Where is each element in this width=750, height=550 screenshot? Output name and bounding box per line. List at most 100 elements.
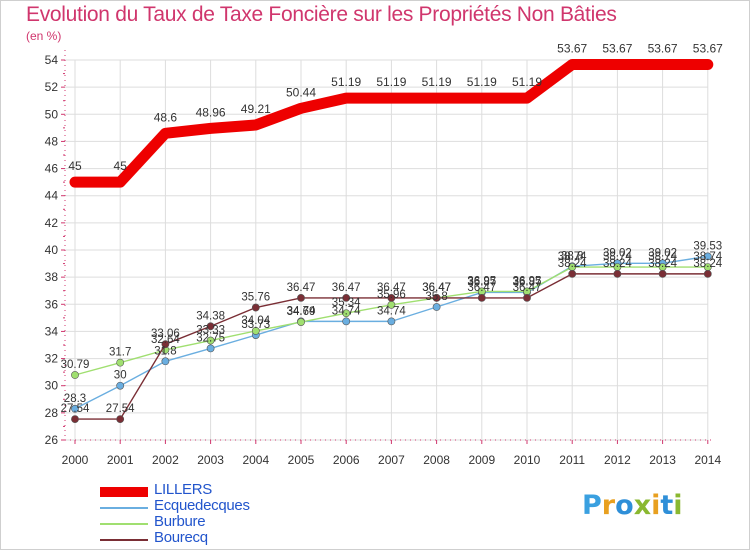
data-point [342,294,351,302]
chart-title: Evolution du Taux de Taxe Foncière sur l… [26,3,617,26]
data-label: 28.3 [64,393,86,405]
x-tick-label: 2009 [468,453,495,467]
x-tick-label: 2000 [62,453,89,467]
legend-label: Ecquedecques [154,497,250,514]
data-point [116,381,125,390]
data-label: 36.47 [467,282,496,294]
data-point [477,294,486,302]
y-tick-label: 36 [45,297,59,311]
data-label: 36.47 [332,282,361,294]
x-tick-label: 2010 [514,453,541,467]
data-label: 34.74 [332,305,361,317]
data-point [116,415,125,423]
x-tick-label: 2008 [423,453,450,467]
data-label: 36.47 [377,282,406,294]
x-tick-label: 2013 [649,453,676,467]
x-axis-ticks: 2000 2001 2002 2003 2004 2005 2006 2007 2008 2009… [62,453,722,467]
data-label: 51.19 [422,75,452,89]
data-label: 38.74 [693,251,722,263]
y-tick-label: 34 [45,324,59,338]
data-label: 36.95 [467,275,496,287]
data-label: 39.02 [603,247,632,259]
data-point [206,322,215,331]
data-label: 31.7 [109,347,131,359]
data-label: 45 [68,159,82,173]
legend-swatch [100,523,148,525]
data-point [387,317,396,326]
data-point [161,340,170,349]
data-point [658,269,667,278]
data-label: 38.74 [558,251,587,263]
data-label: 49.21 [241,102,271,116]
data-label: 33.06 [151,328,180,340]
y-tick-label: 38 [45,270,59,284]
chart-unit-label: (en %) [26,29,62,43]
data-point [342,309,351,318]
data-point [161,357,170,366]
legend-label: Bourecq [154,529,208,546]
data-label: 51.19 [512,75,542,89]
data-point [71,371,79,379]
data-label: 30 [114,370,127,382]
data-label: 39.02 [648,247,677,259]
x-tick-label: 2005 [288,453,315,467]
data-label: 34.04 [241,315,270,327]
data-label: 35.34 [332,297,361,309]
y-tick-label: 50 [45,107,59,121]
y-tick-label: 40 [45,243,59,257]
y-axis-ticks: 26 28 30 32 34 36 38 40 42 44 46 48 50 52 54 [45,53,59,447]
y-tick-label: 26 [45,433,59,447]
data-label: 53.67 [693,41,723,55]
x-tick-label: 2011 [559,453,585,467]
data-label: 36.47 [422,282,451,294]
data-label: 36.47 [422,282,451,294]
y-tick-label: 30 [45,379,59,393]
data-label: 50.44 [286,85,316,99]
data-point [387,294,396,302]
data-point [71,404,79,413]
data-label: 36.47 [287,282,316,294]
x-tick-label: 2004 [242,453,269,467]
data-label: 45 [114,159,128,173]
data-label: 38.8 [561,250,583,262]
data-labels: 45 45 48.6 48.96 49.21 50.44 51.19 51.19 51.19 51… [61,41,724,415]
x-tick-label: 2014 [694,453,721,467]
data-point [251,326,260,335]
x-tick-label: 2002 [152,453,179,467]
data-label: 34.38 [196,310,225,322]
legend-label: LILLERS [154,481,212,498]
data-label: 36.47 [513,282,542,294]
x-tick-label: 2007 [378,453,405,467]
legend-swatch [100,487,148,497]
data-point [703,252,712,261]
x-tick-label: 2006 [333,453,360,467]
data-point [432,303,441,311]
data-point [206,336,215,345]
data-point [613,269,622,278]
data-label: 38.24 [693,258,722,270]
legend-label: Burbure [154,513,206,530]
data-point [297,318,305,326]
data-label: 36.87 [467,276,496,288]
data-label: 33.73 [241,319,270,331]
data-point [568,269,577,278]
data-label: 38.24 [603,258,632,270]
series-line-lillers [69,58,714,188]
data-label: 51.19 [331,75,361,89]
x-tick-label: 2012 [604,453,631,467]
data-label: 38.74 [603,251,632,263]
data-label: 32.64 [151,334,180,346]
y-tick-label: 42 [45,216,59,230]
y-tick-label: 32 [45,352,59,366]
data-label: 48.96 [196,105,226,119]
data-label: 39.53 [693,240,722,252]
data-label: 27.54 [61,403,90,415]
data-label: 31.8 [154,345,176,357]
data-label: 53.67 [648,41,678,55]
data-point [206,344,215,353]
data-label: 51.19 [376,75,406,89]
data-point [251,303,260,312]
data-label: 34.69 [287,306,316,318]
data-point [432,294,441,302]
